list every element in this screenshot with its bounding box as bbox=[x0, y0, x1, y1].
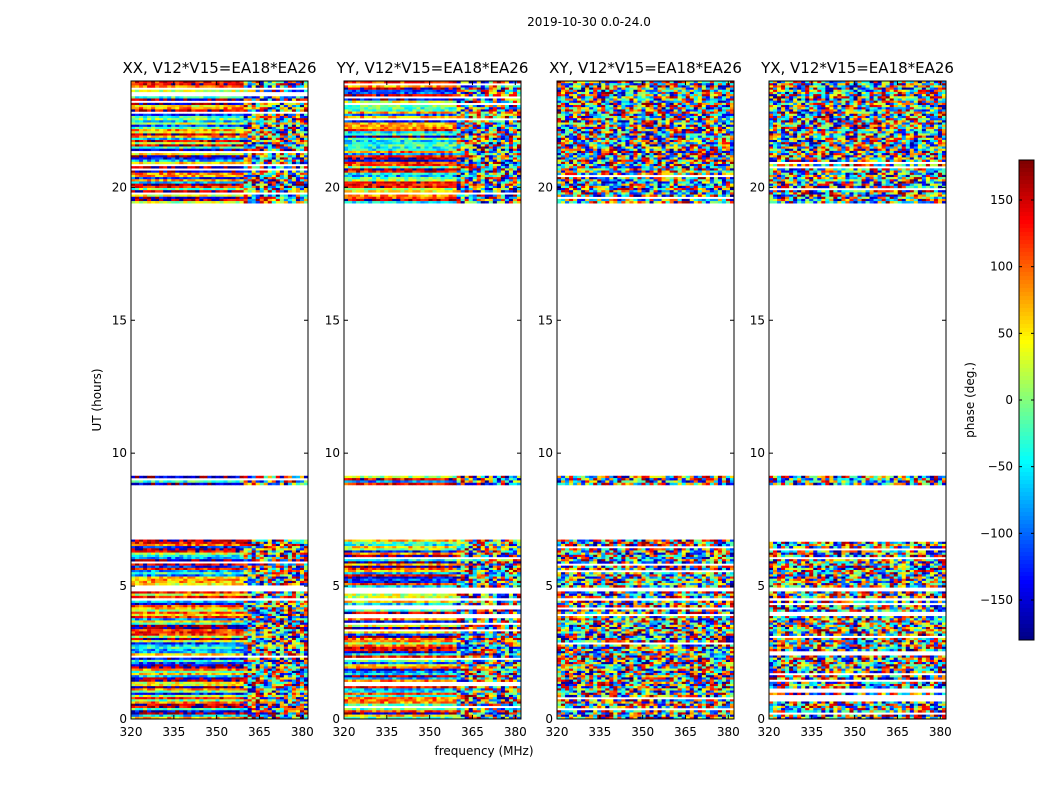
panels: XX, V12*V15=EA18*EA26 320 335 350 365 380 0 5 10… bbox=[112, 59, 954, 739]
panel-title: YY, V12*V15=EA18*EA26 bbox=[336, 59, 529, 77]
colorbar: −150 −100 −50 0 50 100 150 bbox=[980, 160, 1034, 641]
panel-title: XY, V12*V15=EA18*EA26 bbox=[549, 59, 742, 77]
x-tick-label: 335 bbox=[162, 725, 185, 739]
y-tick-label: 5 bbox=[545, 579, 553, 593]
y-tick-label: 15 bbox=[325, 313, 340, 327]
x-tick-label: 350 bbox=[205, 725, 228, 739]
heatmap-image bbox=[344, 81, 521, 719]
x-tick-label: 365 bbox=[886, 725, 909, 739]
panel-title: XX, V12*V15=EA18*EA26 bbox=[122, 59, 316, 77]
x-tick-label: 380 bbox=[717, 725, 740, 739]
x-tick-label: 350 bbox=[418, 725, 441, 739]
x-tick-label: 320 bbox=[546, 725, 569, 739]
panel-2: XY, V12*V15=EA18*EA26 320 335 350 365 380 0 5 10… bbox=[538, 59, 742, 739]
y-tick-label: 0 bbox=[757, 712, 765, 726]
x-tick-label: 380 bbox=[291, 725, 314, 739]
x-tick-label: 350 bbox=[843, 725, 866, 739]
colorbar-tick-label: −100 bbox=[980, 526, 1013, 540]
heatmap-image bbox=[769, 81, 946, 719]
x-tick-label: 320 bbox=[758, 725, 781, 739]
y-tick-label: 10 bbox=[538, 446, 553, 460]
y-tick-label: 5 bbox=[332, 579, 340, 593]
colorbar-tick-label: −50 bbox=[988, 460, 1013, 474]
y-tick-label: 20 bbox=[112, 180, 127, 194]
y-tick-label: 15 bbox=[750, 313, 765, 327]
y-tick-label: 20 bbox=[325, 180, 340, 194]
colorbar-tick-label: 0 bbox=[1005, 393, 1013, 407]
y-axis-label: UT (hours) bbox=[90, 368, 104, 431]
colorbar-tick-label: 150 bbox=[990, 193, 1013, 207]
heatmap-image bbox=[557, 81, 734, 719]
colorbar-label: phase (deg.) bbox=[963, 362, 977, 438]
x-tick-label: 365 bbox=[674, 725, 697, 739]
colorbar-tick-label: −150 bbox=[980, 593, 1013, 607]
heatmap-image bbox=[131, 81, 308, 719]
y-tick-label: 15 bbox=[112, 313, 127, 327]
y-tick-label: 5 bbox=[757, 579, 765, 593]
y-tick-label: 0 bbox=[332, 712, 340, 726]
colorbar-tick-label: 50 bbox=[998, 326, 1013, 340]
x-tick-label: 365 bbox=[248, 725, 271, 739]
panel-3: YX, V12*V15=EA18*EA26 320 335 350 365 380 0 5 10… bbox=[750, 59, 954, 739]
y-tick-label: 10 bbox=[112, 446, 127, 460]
x-tick-label: 335 bbox=[588, 725, 611, 739]
panel-title: YX, V12*V15=EA18*EA26 bbox=[760, 59, 954, 77]
panel-1: YY, V12*V15=EA18*EA26 320 335 350 365 380 0 5 10… bbox=[325, 59, 529, 739]
colorbar-tick-label: 100 bbox=[990, 260, 1013, 274]
y-tick-label: 20 bbox=[538, 180, 553, 194]
y-tick-label: 0 bbox=[545, 712, 553, 726]
panel-0: XX, V12*V15=EA18*EA26 320 335 350 365 380 0 5 10… bbox=[112, 59, 317, 739]
x-tick-label: 335 bbox=[375, 725, 398, 739]
x-tick-label: 350 bbox=[631, 725, 654, 739]
x-tick-label: 380 bbox=[929, 725, 952, 739]
x-tick-label: 365 bbox=[461, 725, 484, 739]
y-tick-label: 5 bbox=[119, 579, 127, 593]
y-tick-label: 15 bbox=[538, 313, 553, 327]
x-tick-label: 320 bbox=[120, 725, 143, 739]
x-tick-label: 335 bbox=[800, 725, 823, 739]
y-tick-label: 0 bbox=[119, 712, 127, 726]
y-tick-label: 10 bbox=[750, 446, 765, 460]
x-tick-label: 380 bbox=[504, 725, 527, 739]
x-tick-label: 320 bbox=[333, 725, 356, 739]
x-axis-label: frequency (MHz) bbox=[434, 744, 533, 758]
figure-suptitle: 2019-10-30 0.0-24.0 bbox=[527, 15, 651, 29]
y-tick-label: 20 bbox=[750, 180, 765, 194]
y-tick-label: 10 bbox=[325, 446, 340, 460]
